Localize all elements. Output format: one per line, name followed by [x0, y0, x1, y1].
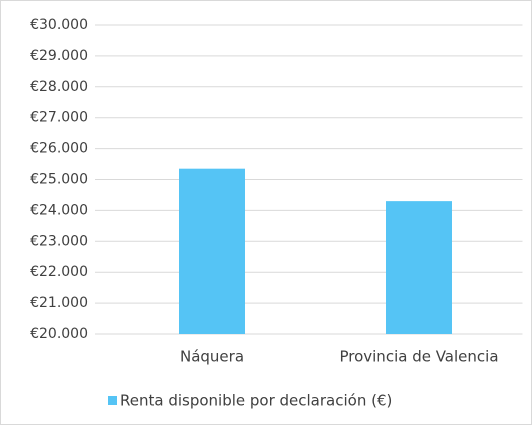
y-tick-label: €24.000 — [30, 202, 88, 218]
y-tick-label: €22.000 — [30, 264, 88, 280]
y-tick-label: €26.000 — [30, 141, 88, 157]
y-tick-label: €29.000 — [30, 48, 88, 64]
bar — [179, 168, 245, 334]
bar — [386, 201, 452, 334]
y-tick-label: €21.000 — [30, 295, 88, 311]
y-tick-label: €25.000 — [30, 172, 88, 188]
y-tick-label: €23.000 — [30, 233, 88, 249]
y-tick-label: €27.000 — [30, 110, 88, 126]
y-tick-label: €30.000 — [30, 17, 88, 33]
x-tick-label: Náquera — [180, 348, 244, 366]
legend-label: Renta disponible por declaración (€) — [120, 392, 392, 410]
legend-swatch — [108, 396, 117, 405]
x-tick-label: Provincia de Valencia — [339, 348, 498, 366]
y-tick-label: €20.000 — [30, 326, 88, 342]
y-tick-label: €28.000 — [30, 79, 88, 95]
